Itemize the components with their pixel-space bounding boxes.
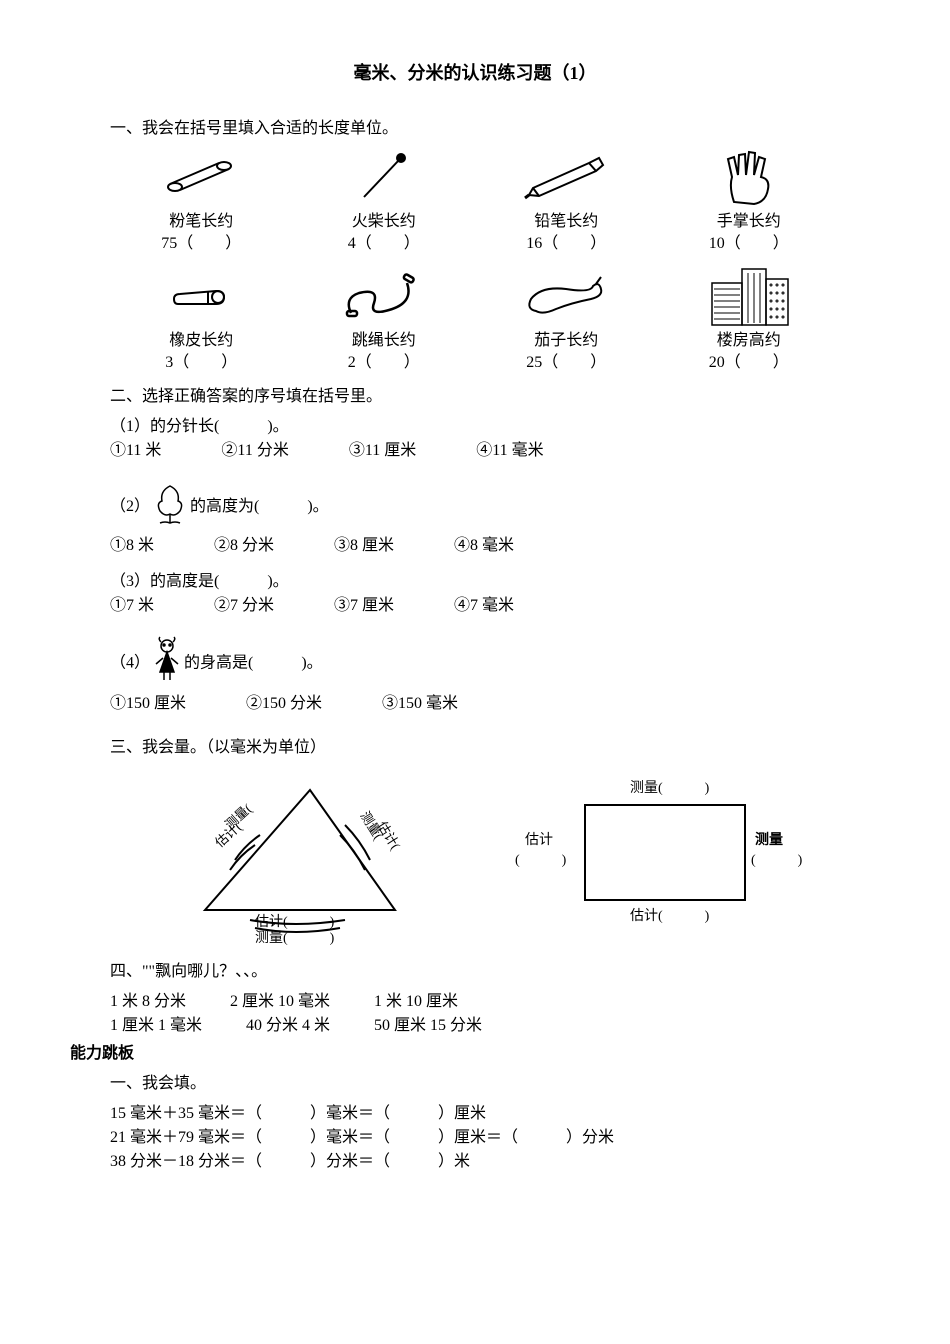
- q3-options: ①7 米 ②7 分米 ③7 厘米 ④7 毫米: [110, 594, 880, 618]
- pencil-label: 铅笔长约: [534, 213, 598, 230]
- fill-1: 15 毫米＋35 毫米＝（ ）毫米＝（ ）厘米: [110, 1102, 880, 1126]
- q2-opt-d: ④8 毫米: [454, 534, 514, 558]
- item-eraser: 橡皮长约 3（ ）: [121, 266, 281, 375]
- q1-opt-a: ①11 米: [110, 439, 161, 463]
- q1: （1）的分针长( )。: [110, 415, 880, 439]
- item-eggplant: 茄子长约 25（ ）: [486, 266, 646, 375]
- rect-left1: 估计: [525, 830, 553, 851]
- fill-2: 21 毫米＋79 毫米＝（ ）毫米＝（ ）厘米＝（ ）分米: [110, 1126, 880, 1150]
- c1a: 1 米 8 分米: [110, 990, 186, 1014]
- triangle-box: 测量( 估计( 测量( 估计( 估计( ) 测量( ): [135, 770, 455, 940]
- building-label: 楼房高约: [717, 332, 781, 349]
- q2-suffix: 的高度为( )。: [190, 498, 329, 515]
- hand-val: 10（ ）: [709, 235, 789, 252]
- q3-opt-b: ②7 分米: [214, 594, 274, 618]
- page-title: 毫米、分米的认识练习题（1）: [70, 60, 880, 87]
- chalk-label: 粉笔长约: [169, 213, 233, 230]
- eggplant-val: 25（ ）: [526, 354, 606, 371]
- building-val: 20（ ）: [709, 354, 789, 371]
- comp-row-1: 1 米 8 分米 2 厘米 10 毫米 1 米 10 厘米: [110, 990, 880, 1014]
- c2b: 40 分米 4 米: [246, 1014, 330, 1038]
- q2-opt-c: ③8 厘米: [334, 534, 394, 558]
- rope-label: 跳绳长约: [352, 332, 416, 349]
- item-pencil: 铅笔长约 16（ ）: [486, 147, 646, 256]
- pencil-val: 16（ ）: [526, 235, 606, 252]
- rope-val: 2（ ）: [348, 354, 420, 371]
- rect-left2: ( ): [515, 850, 566, 871]
- c2c: 50 厘米 15 分米: [374, 1014, 482, 1038]
- fill-3: 38 分米－18 分米＝（ ）分米＝（ ）米: [110, 1150, 880, 1174]
- section-1-head: 一、我会在括号里填入合适的长度单位。: [110, 117, 880, 141]
- eraser-val: 3（ ）: [165, 354, 237, 371]
- girl-icon: [150, 636, 184, 692]
- q1-opt-b: ②11 分米: [221, 439, 288, 463]
- section-5-head: 一、我会填。: [110, 1072, 880, 1096]
- q3-opt-d: ④7 毫米: [454, 594, 514, 618]
- hand-label: 手掌长约: [717, 213, 781, 230]
- q4-options: ①150 厘米 ②150 分米 ③150 毫米: [110, 692, 880, 716]
- item-building: 楼房高约 20（ ）: [669, 266, 829, 375]
- eraser-label: 橡皮长约: [169, 332, 233, 349]
- measure-row: 测量( 估计( 测量( 估计( 估计( ) 测量( ) 测量( ) 估计 ( )…: [70, 770, 880, 940]
- hand-icon: [699, 147, 799, 207]
- rect-right1: 测量: [755, 830, 783, 851]
- ability-head: 能力跳板: [70, 1042, 880, 1066]
- q4-suffix: 的身高是( )。: [184, 654, 323, 671]
- rect-top: 测量( ): [630, 778, 709, 799]
- q2-options: ①8 米 ②8 分米 ③8 厘米 ④8 毫米: [110, 534, 880, 558]
- q2-prefix: （2）: [110, 498, 150, 515]
- q3-opt-c: ③7 厘米: [334, 594, 394, 618]
- item-match: 火柴长约 4（ ）: [304, 147, 464, 256]
- item-hand: 手掌长约 10（ ）: [669, 147, 829, 256]
- q4-prefix: （4）: [110, 654, 150, 671]
- c1c: 1 米 10 厘米: [374, 990, 458, 1014]
- rope-icon: [334, 266, 434, 326]
- items-row-2: 橡皮长约 3（ ） 跳绳长约 2（ ） 茄子长约 25（ ） 楼房高约 20（ ）: [110, 266, 840, 375]
- match-icon: [334, 147, 434, 207]
- q1-opt-c: ③11 厘米: [349, 439, 416, 463]
- rect-right2: ( ): [751, 850, 802, 871]
- building-icon: [699, 266, 799, 326]
- eggplant-label: 茄子长约: [534, 332, 598, 349]
- q4-opt-c: ③150 毫米: [382, 692, 458, 716]
- rect-box: 测量( ) 估计 ( ) 测量 ( ) 估计( ): [515, 770, 815, 940]
- section-3-head: 三、我会量。（以毫米为单位）: [110, 736, 880, 760]
- q1-opt-d: ④11 毫米: [476, 439, 543, 463]
- section-4-head: 四、""飘向哪儿？、、。: [110, 960, 880, 984]
- eggplant-icon: [516, 266, 616, 326]
- q2: （2） 的高度为( )。: [110, 481, 880, 534]
- chalk-val: 75（ ）: [161, 235, 241, 252]
- rect-bot: 估计( ): [630, 906, 709, 927]
- q4-opt-a: ①150 厘米: [110, 692, 186, 716]
- q1-options: ①11 米 ②11 分米 ③11 厘米 ④11 毫米: [110, 439, 880, 463]
- eraser-icon: [151, 266, 251, 326]
- q3-opt-a: ①7 米: [110, 594, 154, 618]
- items-row-1: 粉笔长约 75（ ） 火柴长约 4（ ） 铅笔长约 16（ ） 手掌长约 10（ ）: [110, 147, 840, 256]
- pencil-icon: [516, 147, 616, 207]
- tree-icon: [150, 481, 190, 534]
- c1b: 2 厘米 10 毫米: [230, 990, 330, 1014]
- c2a: 1 厘米 1 毫米: [110, 1014, 202, 1038]
- match-val: 4（ ）: [348, 235, 420, 252]
- item-chalk: 粉笔长约 75（ ）: [121, 147, 281, 256]
- chalk-icon: [151, 147, 251, 207]
- q3: （3）的高度是( )。: [110, 570, 880, 594]
- q4-opt-b: ②150 分米: [246, 692, 322, 716]
- tri-bottom-meas: 测量( ): [255, 928, 334, 949]
- section-2-head: 二、选择正确答案的序号填在括号里。: [110, 385, 880, 409]
- q4: （4） 的身高是( )。: [110, 636, 880, 692]
- q2-opt-b: ②8 分米: [214, 534, 274, 558]
- match-label: 火柴长约: [352, 213, 416, 230]
- item-rope: 跳绳长约 2（ ）: [304, 266, 464, 375]
- comp-row-2: 1 厘米 1 毫米 40 分米 4 米 50 厘米 15 分米: [110, 1014, 880, 1038]
- q2-opt-a: ①8 米: [110, 534, 154, 558]
